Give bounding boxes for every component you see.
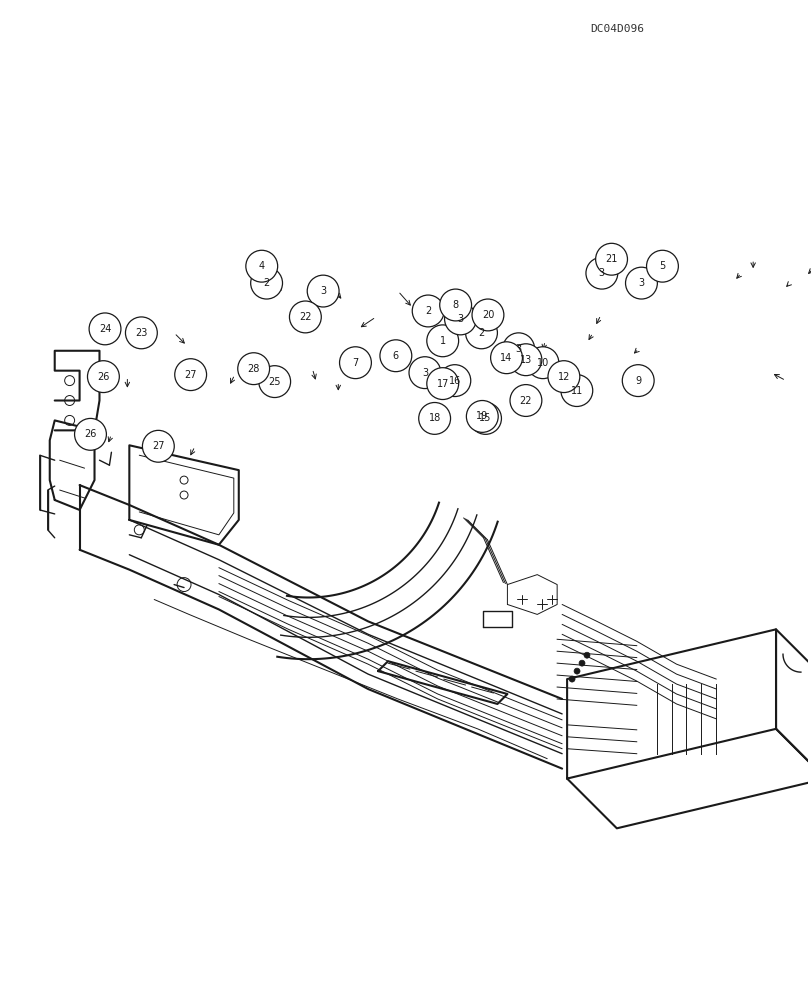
Circle shape: [578, 660, 584, 666]
Text: 20: 20: [481, 310, 494, 320]
Circle shape: [409, 357, 440, 389]
Circle shape: [502, 333, 534, 365]
Circle shape: [246, 250, 277, 282]
Text: 16: 16: [448, 376, 461, 386]
Circle shape: [418, 402, 450, 434]
Circle shape: [526, 347, 558, 379]
Circle shape: [439, 365, 470, 397]
Text: 4: 4: [259, 261, 264, 271]
Text: 25: 25: [268, 377, 281, 387]
Text: 2: 2: [263, 278, 269, 288]
Circle shape: [427, 368, 458, 400]
Circle shape: [238, 353, 269, 385]
Circle shape: [469, 402, 501, 434]
Circle shape: [440, 289, 471, 321]
Circle shape: [509, 385, 541, 416]
Text: 3: 3: [637, 278, 644, 288]
Circle shape: [307, 275, 339, 307]
Text: 7: 7: [352, 358, 358, 368]
Text: 1: 1: [439, 336, 445, 346]
Circle shape: [427, 325, 458, 357]
Text: 23: 23: [135, 328, 148, 338]
Circle shape: [583, 652, 590, 658]
Text: 3: 3: [515, 344, 521, 354]
Text: 22: 22: [298, 312, 311, 322]
Circle shape: [586, 257, 617, 289]
Text: 22: 22: [519, 396, 531, 406]
Text: 13: 13: [519, 355, 531, 365]
Circle shape: [289, 301, 321, 333]
Circle shape: [251, 267, 282, 299]
Text: 12: 12: [557, 372, 569, 382]
Circle shape: [621, 365, 654, 397]
Circle shape: [490, 342, 521, 374]
Circle shape: [466, 401, 498, 432]
Circle shape: [444, 303, 476, 335]
Circle shape: [75, 418, 106, 450]
Circle shape: [259, 366, 290, 398]
Circle shape: [509, 344, 541, 376]
Text: 15: 15: [478, 413, 491, 423]
Text: 27: 27: [152, 441, 165, 451]
Text: 17: 17: [436, 379, 448, 389]
Circle shape: [142, 430, 174, 462]
Text: 26: 26: [97, 372, 109, 382]
Circle shape: [126, 317, 157, 349]
Circle shape: [412, 295, 444, 327]
Circle shape: [624, 267, 657, 299]
Circle shape: [174, 359, 206, 391]
Text: 8: 8: [452, 300, 458, 310]
Circle shape: [465, 317, 497, 349]
Text: 19: 19: [475, 411, 488, 421]
Circle shape: [89, 313, 121, 345]
Circle shape: [569, 676, 574, 682]
Text: 24: 24: [99, 324, 111, 334]
Text: 2: 2: [424, 306, 431, 316]
Text: 28: 28: [247, 364, 260, 374]
Text: 2: 2: [478, 328, 484, 338]
Circle shape: [380, 340, 411, 372]
Text: 9: 9: [634, 376, 641, 386]
Circle shape: [88, 361, 119, 393]
Text: 6: 6: [393, 351, 398, 361]
Text: 14: 14: [500, 353, 512, 363]
Text: 21: 21: [605, 254, 617, 264]
Circle shape: [646, 250, 677, 282]
Circle shape: [547, 361, 579, 393]
Circle shape: [573, 668, 579, 674]
Text: 5: 5: [659, 261, 665, 271]
Text: DC04D096: DC04D096: [589, 24, 643, 34]
Text: 18: 18: [428, 413, 440, 423]
Text: 27: 27: [184, 370, 196, 380]
Circle shape: [471, 299, 504, 331]
Text: 3: 3: [320, 286, 326, 296]
Circle shape: [595, 243, 627, 275]
Text: 11: 11: [570, 386, 582, 396]
Text: 3: 3: [457, 314, 463, 324]
Circle shape: [339, 347, 371, 379]
Text: 3: 3: [422, 368, 427, 378]
Text: 10: 10: [536, 358, 548, 368]
Circle shape: [560, 375, 592, 406]
Text: 3: 3: [598, 268, 604, 278]
Text: 26: 26: [84, 429, 97, 439]
